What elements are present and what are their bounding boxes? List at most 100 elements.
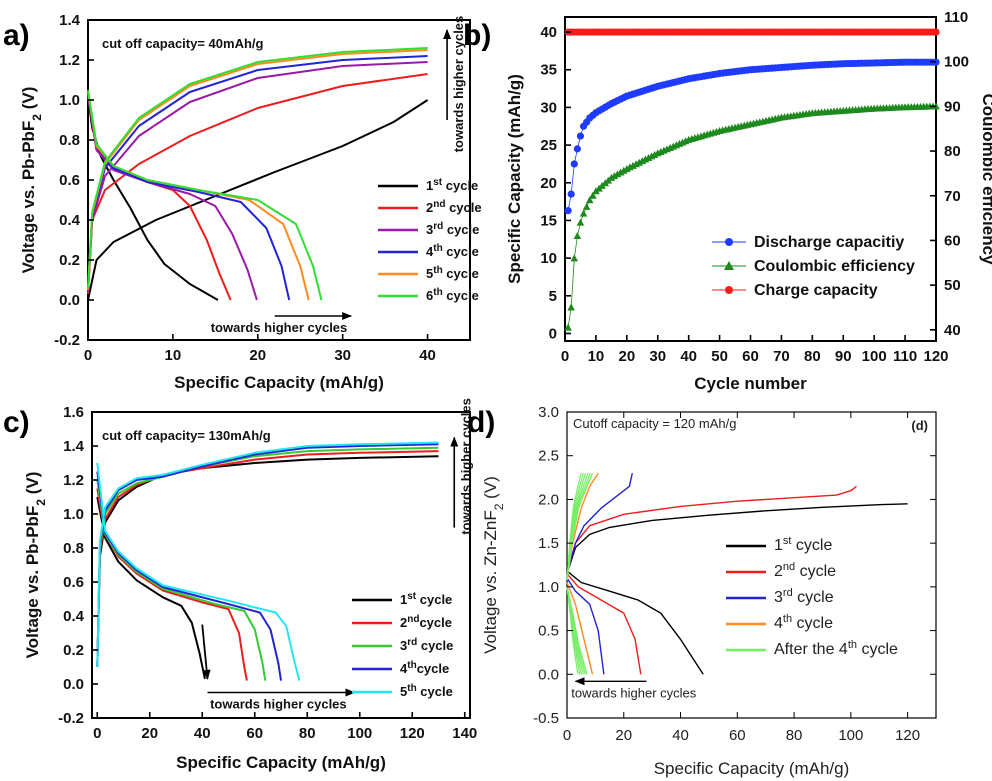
legend-label: 2ndcycle <box>400 614 452 631</box>
panel-d: d) 0 20 40 60 80 100 120 -0.5 0.0 0.5 1.0 1.5 2.0 2.5 3… <box>467 404 937 778</box>
legend-label: 1st cycle <box>400 591 452 608</box>
x-tick-label: 60 <box>246 725 263 742</box>
x-tick-label: 60 <box>742 348 759 365</box>
legend-label: 4th cycle <box>426 243 479 260</box>
y-tick-label-right: 100 <box>944 54 969 71</box>
y-tick-label: -0.2 <box>58 710 84 727</box>
y-axis-label: Voltage vs. Pb-PbF2 (V) <box>23 472 48 659</box>
series-discharge-curve <box>96 496 206 680</box>
y-tick-label: 1.5 <box>538 535 559 552</box>
legend-swatch-marker <box>724 261 734 270</box>
arrow-up-label: towards higher cycles <box>451 16 466 153</box>
y-tick-label: 2.5 <box>538 448 559 465</box>
data-point <box>567 190 575 198</box>
panel-label: a) <box>3 19 30 52</box>
x-tick-label: 80 <box>786 727 803 744</box>
x-tick-label: 100 <box>862 348 887 365</box>
data-point <box>585 196 594 204</box>
y-tick-label-left: 40 <box>540 24 557 41</box>
x-tick-label: 100 <box>838 727 863 744</box>
series-charge-curve <box>87 55 428 291</box>
arrow-down <box>201 624 211 680</box>
y-tick-label: 0.4 <box>63 608 85 625</box>
legend-label: 3rd cycle <box>774 587 834 606</box>
data-point <box>582 202 591 210</box>
x-tick-label: 40 <box>194 725 211 742</box>
y-tick-label-right: 50 <box>944 277 961 294</box>
x-tick-label: 20 <box>618 348 635 365</box>
legend-label: After the 4th cycle <box>774 639 898 658</box>
series-charge-curve <box>87 73 428 295</box>
data-point <box>573 145 581 153</box>
series-charge-curve <box>566 485 857 574</box>
series-charge-curve <box>566 503 908 574</box>
series-charge-curve <box>96 441 439 668</box>
series-discharge-curve <box>87 93 291 301</box>
series-charge-curve <box>566 473 633 574</box>
x-tick-label: 90 <box>835 348 852 365</box>
y-tick-label-left: 15 <box>540 212 557 229</box>
series-discharge-curve <box>96 479 267 681</box>
annotation: Cutoff capacity = 120 mAh/g <box>573 416 736 431</box>
y-tick-label-right: 60 <box>944 232 961 249</box>
legend-label: 3rd cycle <box>400 637 453 654</box>
y-axis-label: Voltage vs. Zn-ZnF2 (V) <box>481 476 506 654</box>
x-tick-label: 0 <box>93 725 101 742</box>
legend-swatch-marker <box>725 238 733 246</box>
panel-label: c) <box>3 406 30 439</box>
legend-label: 3rd cycle <box>426 221 479 238</box>
x-tick-label: 120 <box>923 348 948 365</box>
series-charge-curve <box>87 47 428 289</box>
y-tick-label: 1.0 <box>63 506 84 523</box>
y-axis-label-right: Coulombic efficiency <box>979 94 992 266</box>
y-tick-label: 1.4 <box>63 438 85 455</box>
y-tick-label: 0.8 <box>59 132 80 149</box>
y-tick-label: 0.6 <box>63 574 84 591</box>
plot-frame <box>566 411 937 719</box>
series-discharge-curve <box>566 582 594 675</box>
y-tick-label: 1.0 <box>538 579 559 596</box>
series-discharge-curve <box>96 488 248 681</box>
y-tick-label-right: 90 <box>944 98 961 115</box>
x-tick-label: 120 <box>895 727 920 744</box>
series-line <box>567 106 937 328</box>
y-tick-label-left: 20 <box>540 175 557 192</box>
panel-tag: (d) <box>911 418 928 433</box>
x-axis-label: Cycle number <box>694 374 807 393</box>
y-tick-label-left: 35 <box>540 62 557 79</box>
x-tick-label: 80 <box>804 348 821 365</box>
legend-label: 6th cycle <box>426 287 479 304</box>
series-discharge-curve-extra <box>566 586 579 675</box>
legend: Discharge capacitiy Coulombic efficiency C… <box>712 234 915 299</box>
series-charge-curve <box>96 455 439 668</box>
y-tick-label: 1.6 <box>63 404 84 421</box>
panel-a: a) 0 10 20 30 40 -0.2 0.0 0.2 0.4 0.6 0.8 1.0 1.2 1.4 S… <box>3 12 482 392</box>
y-tick-label: 1.2 <box>59 52 80 69</box>
y-tick-label: 3.0 <box>538 404 559 421</box>
x-tick-label: 60 <box>729 727 746 744</box>
arrow-left-label: towards higher cycles <box>571 685 696 700</box>
legend-label: 4th cycle <box>774 613 833 632</box>
x-tick-label: 40 <box>680 348 697 365</box>
series-coulombic-efficiency <box>564 102 940 331</box>
x-axis-label: Specific Capacity (mAh/g) <box>174 373 384 392</box>
y-tick-label-right: 40 <box>944 322 961 339</box>
legend-label: Charge capacity <box>754 282 878 299</box>
x-axis-label: Specific Capacity (mAh/g) <box>176 753 386 772</box>
y-axis-label: Voltage vs. Pb-PbF2 (V) <box>19 87 44 274</box>
data-point <box>616 168 625 176</box>
panel-c: c) 0 20 40 60 80 100 120 140 -0.2 0.0 0.2 0.4 0.6 0.8 1… <box>3 398 477 772</box>
series-charge-curve <box>96 450 439 668</box>
series-charge-curve <box>87 49 428 291</box>
legend-label: 5th cycle <box>400 683 453 700</box>
series-discharge-curve <box>566 570 704 675</box>
series-line <box>567 61 936 211</box>
legend-label: Coulombic efficiency <box>754 258 915 275</box>
legend-label: 2nd cycle <box>426 199 482 216</box>
legend-label: 1st cycle <box>426 177 478 194</box>
x-tick-label: 80 <box>299 725 316 742</box>
x-tick-label: 50 <box>711 348 728 365</box>
y-tick-label-left: 30 <box>540 99 557 116</box>
y-tick-label: 1.4 <box>59 12 81 29</box>
annotation: cut off capacity= 40mAh/g <box>102 36 264 51</box>
